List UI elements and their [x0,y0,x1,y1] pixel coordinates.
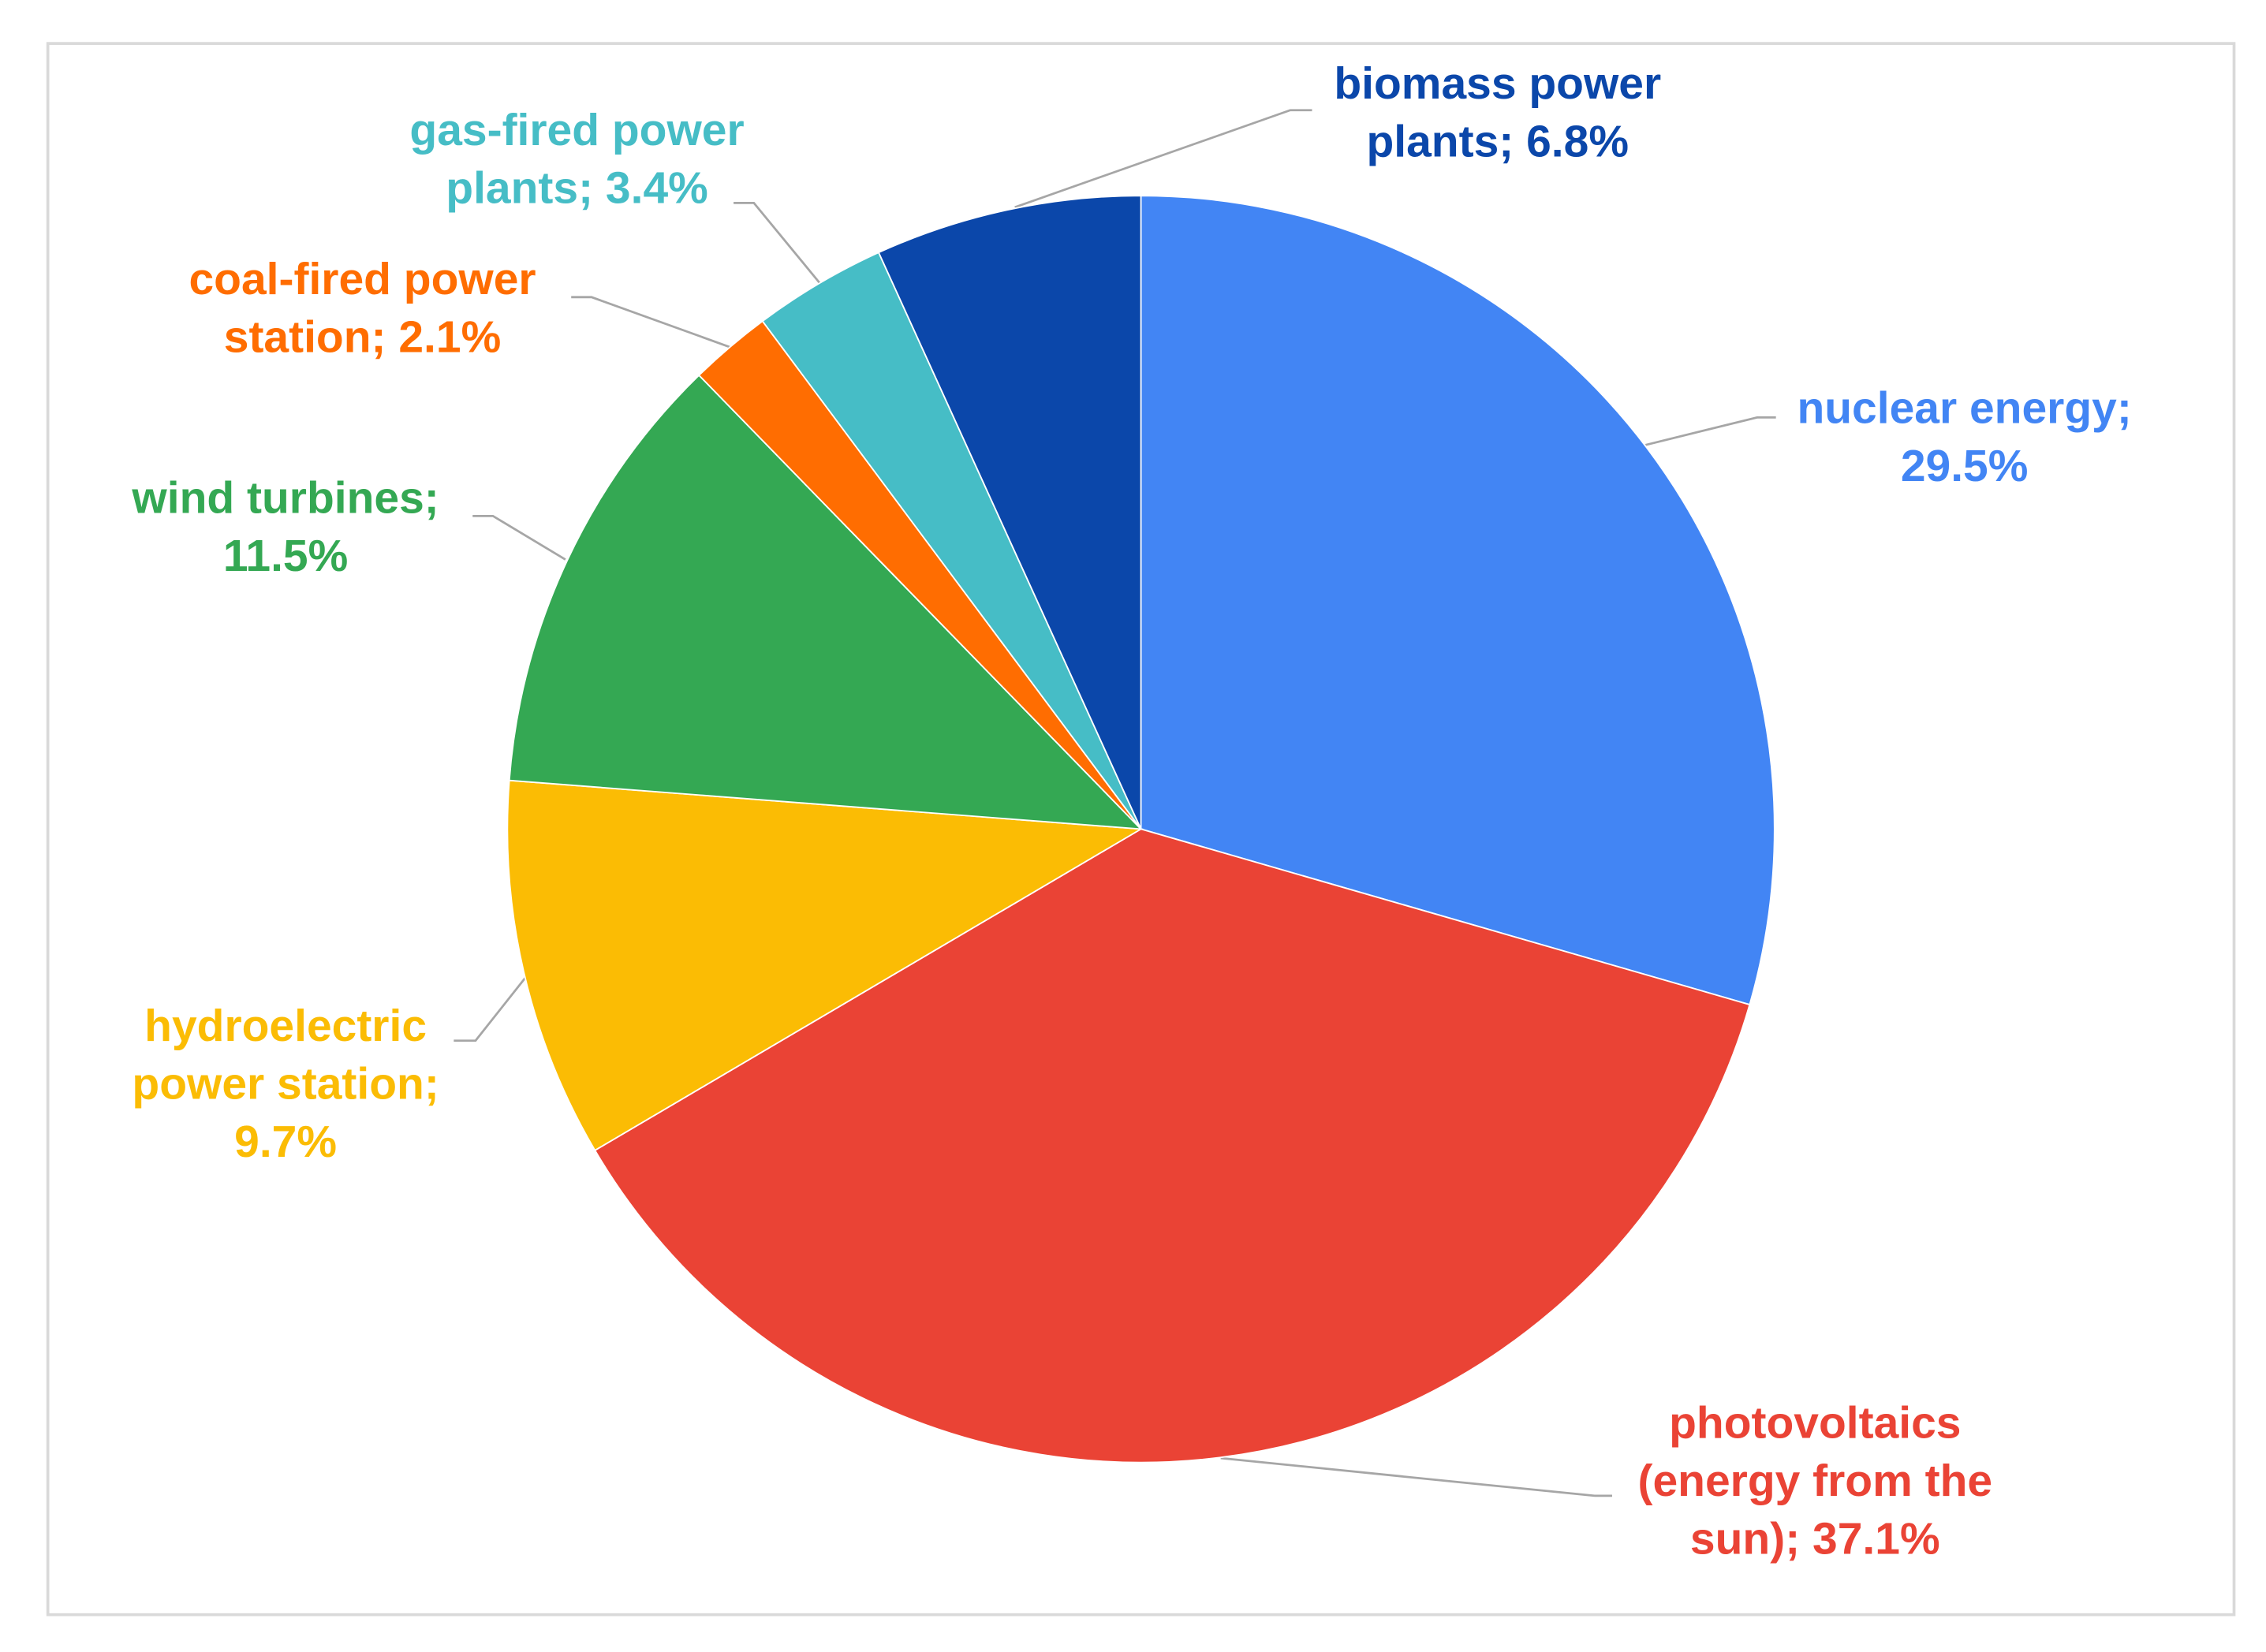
pie-slice [1140,195,1775,1006]
label-category: photovoltaics (energy from the sun); [1637,1397,1993,1564]
leader-line [454,970,532,1042]
leader-line [1014,109,1312,209]
data-label: gas-fired power plants; 3.4% [367,102,787,218]
data-label: hydroelectric power station; 9.7% [97,998,474,1172]
label-category: gas-fired power plants; [409,104,745,214]
label-category: coal-fired power station; [189,253,536,363]
leader-line [1644,416,1776,446]
label-value: 9.7% [234,1116,338,1167]
leader-line [1220,1456,1612,1497]
label-value: 29.5% [1900,440,2029,492]
pie [506,195,1775,1464]
label-category: hydroelectric power station; [132,1000,439,1109]
label-category: wind turbines; [132,472,439,524]
label-category: biomass power plants; [1334,58,1662,167]
pie-slice [877,195,1142,830]
data-label: photovoltaics (energy from the sun); 37.… [1598,1394,2033,1568]
pie-slice [594,828,1751,1464]
label-value: 6.8% [1526,116,1630,167]
data-label: wind turbines; 11.5% [97,470,474,586]
pie-slice [506,779,1144,1152]
leader-lines [454,109,1776,1497]
label-value: 37.1% [1812,1512,1940,1564]
data-label: nuclear energy; 29.5% [1761,380,2167,496]
leader-line [472,514,566,561]
leader-line [571,296,733,349]
label-value: 2.1% [398,311,502,363]
data-label: biomass power plants; 6.8% [1294,55,1700,171]
label-value: 3.4% [605,162,708,214]
pie-slice [508,374,1143,830]
leader-line [734,201,822,285]
label-value: 11.5% [222,530,349,582]
data-label: coal-fired power station; 2.1% [145,251,580,367]
label-category: nuclear energy; [1797,382,2132,434]
